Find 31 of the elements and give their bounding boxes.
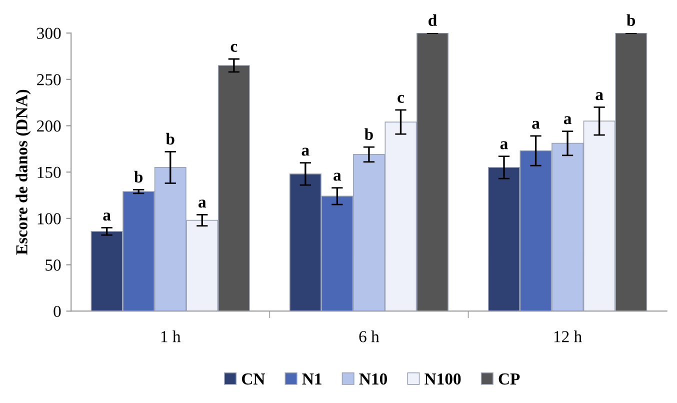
y-tick-label: 150 [38, 166, 61, 178]
legend-label: N100 [424, 373, 461, 385]
data-label: d [428, 14, 437, 26]
x-tick-label: 6 h [359, 330, 380, 342]
data-label: a [532, 120, 540, 129]
y-tick-label: 250 [37, 74, 61, 86]
data-label: a [500, 141, 508, 150]
data-label: a [103, 212, 111, 221]
data-label: b [166, 132, 174, 145]
data-label: b [364, 128, 373, 140]
x-tick-label: 1 h [161, 330, 181, 342]
x-tick-label: 12 h [554, 330, 582, 342]
data-label: a [564, 116, 572, 124]
data-label: b [134, 170, 143, 183]
y-tick-label: 200 [37, 120, 61, 132]
data-label: c [230, 44, 238, 52]
y-axis-title: Escore de danos (DNA) [16, 90, 31, 255]
y-tick-label: 300 [37, 28, 61, 39]
data-label: b [626, 14, 636, 26]
legend-label: N10 [359, 373, 387, 385]
y-tick-label: 100 [38, 213, 61, 224]
legend-label: CN [242, 373, 266, 385]
data-label: a [198, 200, 206, 208]
y-tick-label: 0 [54, 306, 61, 318]
data-label: c [398, 94, 404, 103]
legend-label: N1 [302, 373, 322, 384]
data-label: a [334, 172, 342, 181]
legend-label: CP [498, 373, 520, 385]
y-tick-label: 50 [46, 259, 61, 271]
data-label: a [596, 92, 604, 100]
data-label: a [302, 148, 310, 156]
